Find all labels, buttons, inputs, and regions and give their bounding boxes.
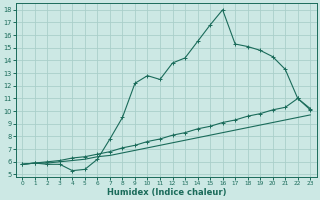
X-axis label: Humidex (Indice chaleur): Humidex (Indice chaleur) <box>107 188 226 197</box>
